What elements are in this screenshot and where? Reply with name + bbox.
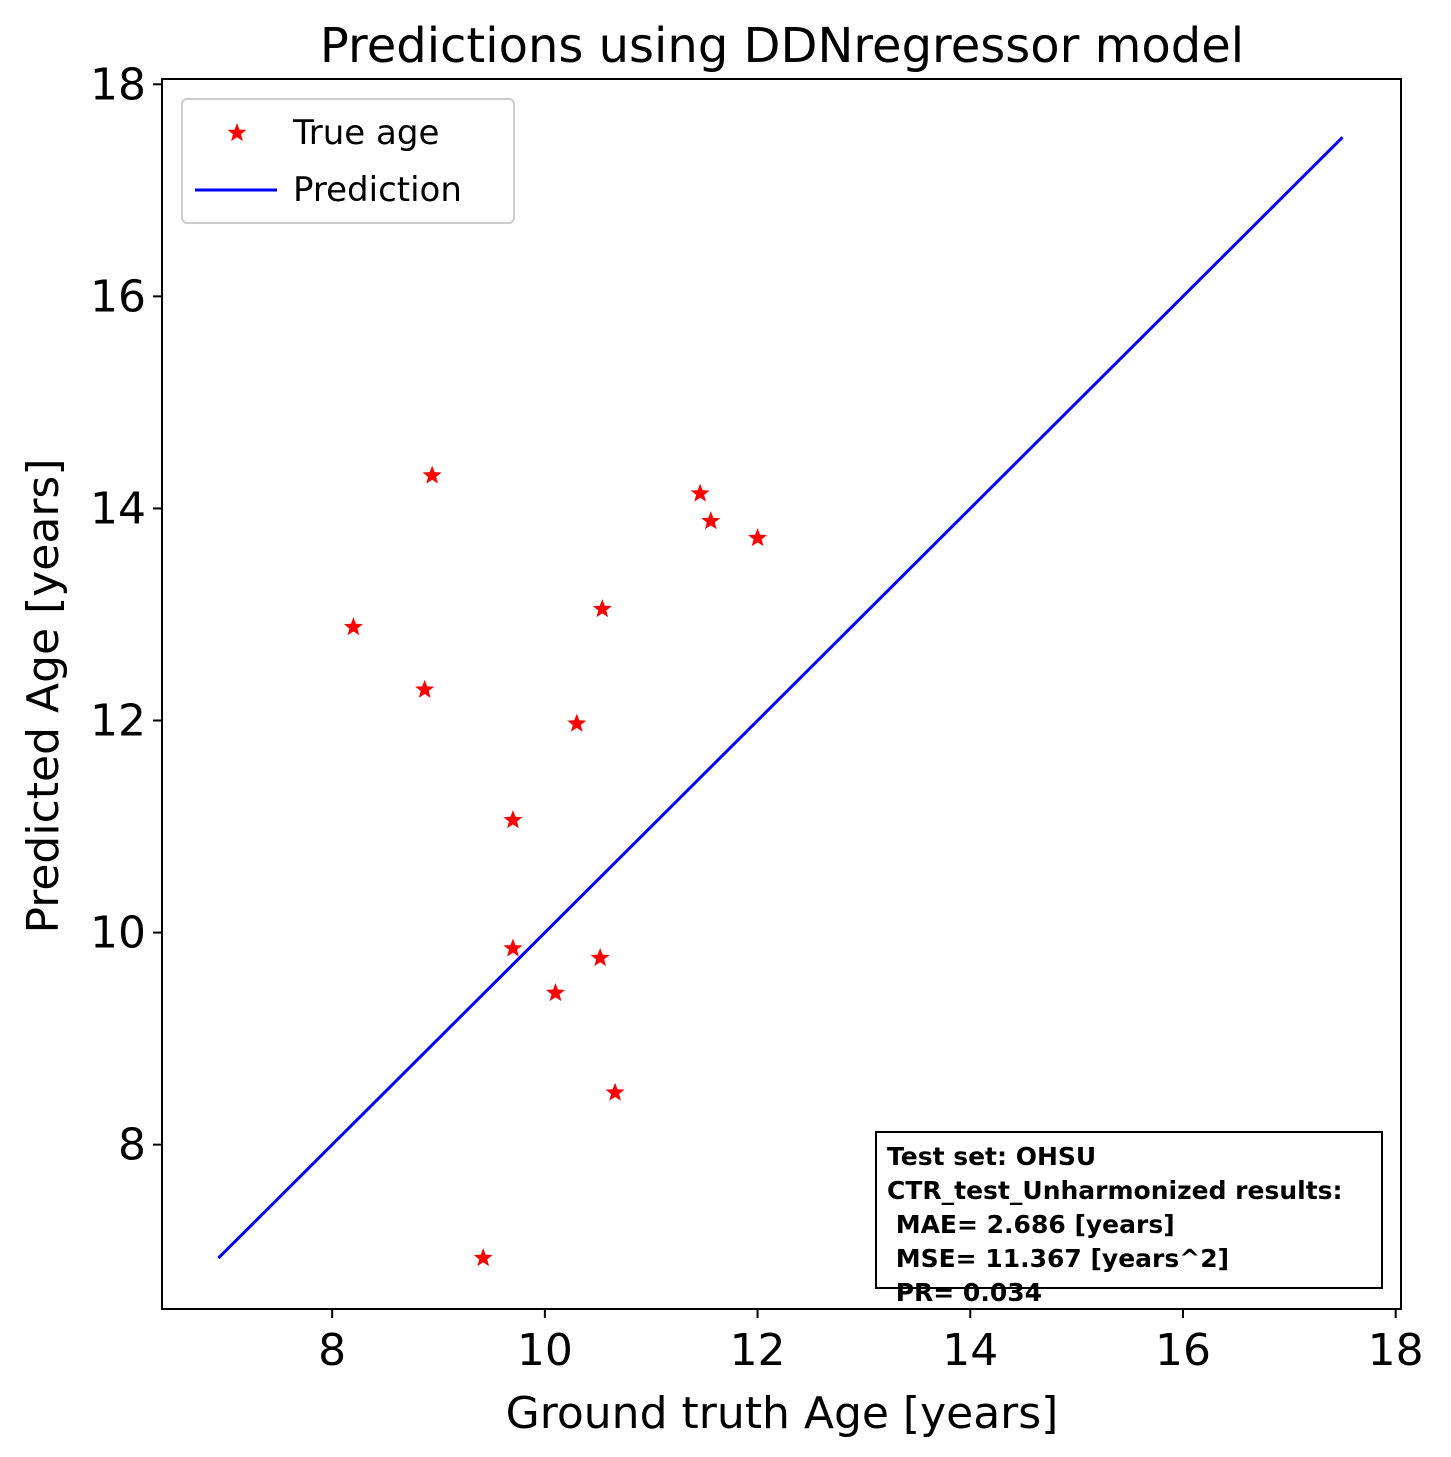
y-tick-label: 8 bbox=[118, 1120, 146, 1171]
legend: True age Prediction bbox=[181, 98, 515, 224]
axis-ticks: 8 10 12 14 16 18 8 10 12 14 16 18 bbox=[90, 59, 1424, 1376]
x-tick-label: 18 bbox=[1368, 1325, 1424, 1376]
true-age-point bbox=[590, 948, 610, 967]
true-age-point bbox=[605, 1082, 625, 1101]
annotation-line-mae: MAE= 2.686 [years] bbox=[887, 1210, 1175, 1239]
true-age-point bbox=[690, 483, 710, 502]
true-age-point bbox=[422, 465, 442, 484]
true-age-point bbox=[415, 679, 435, 698]
true-age-point bbox=[567, 713, 587, 732]
x-tick-label: 12 bbox=[730, 1325, 786, 1376]
legend-label-prediction: Prediction bbox=[293, 170, 462, 210]
legend-item-prediction: Prediction bbox=[183, 165, 462, 215]
annotation-line-pr: PR= 0.034 bbox=[887, 1278, 1043, 1307]
true-age-point bbox=[545, 983, 566, 1002]
y-tick-label: 10 bbox=[90, 908, 146, 959]
true-age-point bbox=[503, 938, 523, 957]
prediction-line bbox=[217, 136, 1344, 1260]
legend-item-true-age: True age bbox=[183, 108, 439, 158]
annotation-line-mse: MSE= 11.367 [years^2] bbox=[887, 1244, 1230, 1273]
series-layer bbox=[217, 136, 1344, 1267]
true-age-point bbox=[592, 599, 612, 618]
annotation-line-test-set: Test set: OHSU bbox=[887, 1142, 1097, 1171]
true-age-point bbox=[748, 528, 768, 547]
plot-area-frame bbox=[161, 78, 1402, 1310]
x-tick-label: 14 bbox=[942, 1325, 998, 1376]
x-axis-label: Ground truth Age [years] bbox=[506, 1388, 1059, 1439]
results-annotation-box: Test set: OHSU CTR_test_Unharmonized res… bbox=[875, 1131, 1383, 1307]
true-age-point bbox=[473, 1248, 493, 1267]
x-tick-label: 10 bbox=[517, 1325, 573, 1376]
legend-star-marker bbox=[183, 108, 293, 158]
true-age-point bbox=[701, 511, 721, 530]
legend-line-marker bbox=[183, 165, 293, 215]
y-tick-label: 16 bbox=[90, 271, 146, 322]
y-axis-label: Predicted Age [years] bbox=[18, 458, 69, 933]
y-tick-label: 18 bbox=[90, 59, 146, 110]
true-age-point bbox=[343, 617, 363, 636]
true-age-point bbox=[503, 810, 523, 829]
chart-title: Predictions using DDNregressor model bbox=[320, 18, 1244, 74]
annotation-line-results: CTR_test_Unharmonized results: bbox=[887, 1176, 1343, 1205]
legend-label-true-age: True age bbox=[293, 113, 440, 153]
y-tick-label: 14 bbox=[90, 483, 146, 534]
x-tick-label: 16 bbox=[1155, 1325, 1211, 1376]
x-tick-label: 8 bbox=[318, 1325, 346, 1376]
y-tick-label: 12 bbox=[90, 696, 146, 747]
